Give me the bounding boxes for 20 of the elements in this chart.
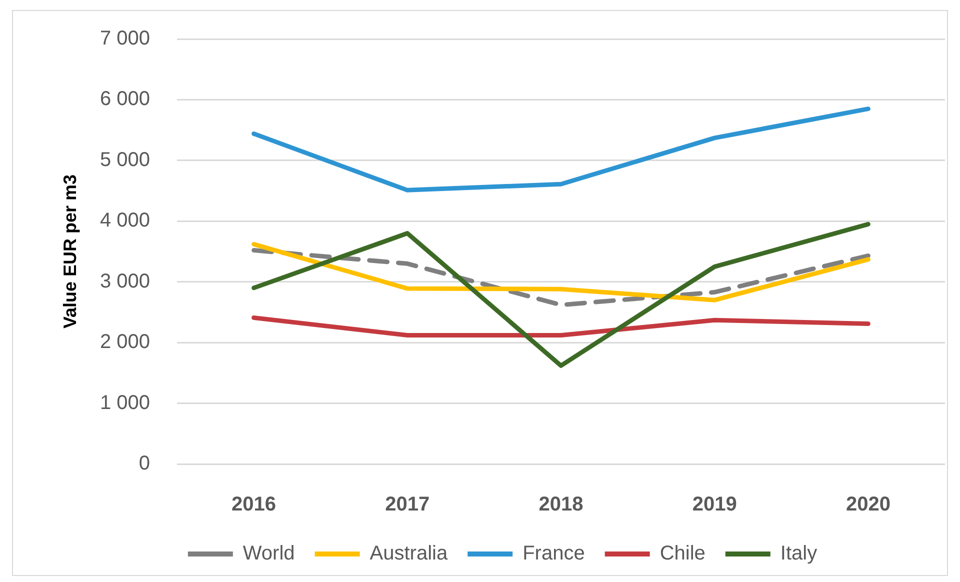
- y-tick-label: 3 000: [100, 270, 150, 292]
- x-tick-label: 2017: [385, 494, 430, 516]
- line-series: [252, 248, 870, 308]
- x-tick-label: 2016: [232, 494, 276, 516]
- y-tick-label: 4 000: [100, 210, 150, 232]
- x-tick-label: 2019: [692, 494, 737, 516]
- legend-label: Australia: [370, 542, 448, 565]
- y-tick-label: 0: [138, 452, 150, 475]
- legend-label: Italy: [780, 542, 818, 565]
- y-tick-label: 1 000: [100, 392, 150, 414]
- y-tick-label: 2 000: [100, 331, 150, 354]
- x-tick-label: 2018: [538, 494, 584, 516]
- y-axis-title: Value EUR per m3: [60, 174, 80, 329]
- x-tick-label: 2020: [846, 494, 890, 516]
- legend-label: Chile: [660, 542, 706, 565]
- legend-label: World: [242, 542, 295, 565]
- y-tick-label: 5 000: [100, 148, 150, 171]
- legend-label: France: [522, 542, 585, 565]
- y-tick-label: 6 000: [100, 88, 150, 110]
- y-tick-label: 7 000: [100, 28, 150, 50]
